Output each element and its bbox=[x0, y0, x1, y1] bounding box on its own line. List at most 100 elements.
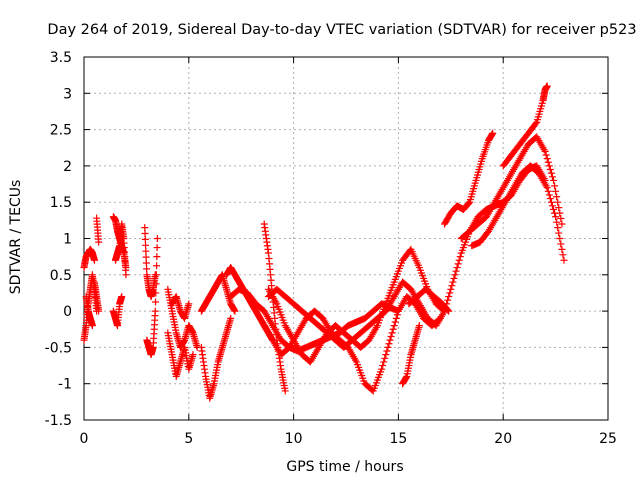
series-track bbox=[197, 271, 239, 315]
data-point bbox=[546, 195, 554, 203]
series-track bbox=[197, 314, 235, 402]
data-point bbox=[142, 253, 150, 261]
data-point bbox=[545, 191, 553, 199]
data-point bbox=[152, 271, 160, 279]
data-point bbox=[153, 235, 161, 242]
data-point bbox=[152, 298, 160, 306]
y-tick-label: 3 bbox=[63, 86, 72, 102]
data-point bbox=[443, 300, 451, 308]
data-point bbox=[142, 247, 150, 255]
data-point bbox=[554, 198, 562, 206]
series-track bbox=[111, 220, 130, 279]
data-point bbox=[386, 336, 394, 344]
data-point bbox=[452, 267, 460, 275]
data-point bbox=[118, 293, 126, 301]
data-point bbox=[231, 307, 239, 315]
y-tick-label: 1 bbox=[63, 232, 72, 248]
data-point bbox=[453, 264, 461, 272]
x-tick-label: 15 bbox=[389, 431, 407, 447]
data-point bbox=[545, 162, 553, 170]
x-tick-label: 0 bbox=[80, 431, 89, 447]
series-track bbox=[80, 245, 98, 272]
series-track bbox=[82, 293, 96, 330]
data-point bbox=[141, 230, 149, 238]
data-point bbox=[557, 215, 565, 223]
data-point bbox=[449, 278, 457, 286]
x-tick-labels: 0 5 10 15 20 25 bbox=[80, 431, 617, 447]
data-point bbox=[450, 274, 458, 282]
x-tick-label: 5 bbox=[184, 431, 193, 447]
data-point bbox=[556, 235, 564, 242]
data-point bbox=[553, 218, 561, 226]
series-track bbox=[90, 278, 103, 315]
data-point bbox=[141, 235, 149, 243]
data-point bbox=[384, 343, 392, 351]
data-point bbox=[95, 238, 103, 246]
series-track bbox=[468, 162, 568, 264]
y-tick-label: 2.5 bbox=[50, 123, 72, 139]
data-point bbox=[380, 358, 388, 366]
data-point bbox=[441, 307, 449, 315]
data-point bbox=[90, 256, 98, 264]
data-point bbox=[550, 176, 558, 184]
data-point bbox=[141, 224, 149, 232]
series-track bbox=[499, 82, 551, 170]
y-tick-labels: -1.5 -1 -0.5 0 0.5 1 1.5 2 2.5 3 3.5 bbox=[45, 50, 72, 429]
data-point bbox=[379, 362, 387, 370]
data-point bbox=[385, 340, 393, 348]
data-point bbox=[382, 351, 390, 359]
y-tick-label: -1.5 bbox=[45, 413, 72, 429]
data-point bbox=[553, 193, 561, 201]
x-tick-label: 10 bbox=[285, 431, 303, 447]
data-point bbox=[142, 241, 150, 249]
data-points bbox=[80, 82, 568, 402]
series-track bbox=[264, 278, 449, 351]
data-point bbox=[548, 202, 556, 210]
y-tick-label: 0 bbox=[63, 304, 72, 320]
data-point bbox=[544, 158, 552, 166]
data-point bbox=[551, 182, 559, 190]
y-tick-label: 0.5 bbox=[50, 268, 72, 284]
data-point bbox=[558, 245, 566, 253]
series-track bbox=[93, 214, 103, 246]
data-point bbox=[554, 224, 562, 232]
series-track bbox=[164, 285, 201, 351]
data-point bbox=[142, 259, 150, 267]
data-point bbox=[543, 184, 551, 192]
chart-title: Day 264 of 2019, Sidereal Day-to-day VTE… bbox=[47, 22, 636, 38]
data-point bbox=[153, 253, 161, 261]
data-point bbox=[415, 322, 423, 330]
data-point bbox=[442, 303, 450, 311]
data-point bbox=[388, 329, 396, 337]
data-point bbox=[227, 314, 235, 322]
data-point bbox=[153, 244, 161, 252]
data-point bbox=[551, 209, 559, 217]
data-point bbox=[543, 82, 551, 90]
data-point bbox=[560, 256, 568, 264]
y-tick-label: 2 bbox=[63, 159, 72, 175]
data-point bbox=[455, 256, 463, 264]
data-point bbox=[392, 314, 400, 322]
data-point bbox=[555, 229, 563, 237]
x-axis-label: GPS time / hours bbox=[286, 459, 403, 475]
data-point bbox=[543, 155, 551, 163]
data-point bbox=[383, 347, 391, 355]
data-point bbox=[189, 351, 197, 359]
data-point bbox=[378, 365, 386, 373]
data-point bbox=[542, 151, 550, 159]
series bbox=[80, 82, 568, 402]
data-point bbox=[153, 262, 161, 270]
grid bbox=[84, 57, 608, 420]
series-track bbox=[164, 329, 197, 380]
data-point bbox=[547, 169, 555, 177]
data-point bbox=[151, 307, 159, 315]
data-point bbox=[532, 120, 540, 128]
series-track bbox=[457, 133, 566, 242]
data-point bbox=[544, 187, 552, 195]
data-point bbox=[489, 129, 497, 137]
data-point bbox=[548, 173, 556, 181]
data-point bbox=[381, 354, 389, 362]
data-point bbox=[547, 198, 555, 206]
data-point bbox=[557, 240, 565, 248]
